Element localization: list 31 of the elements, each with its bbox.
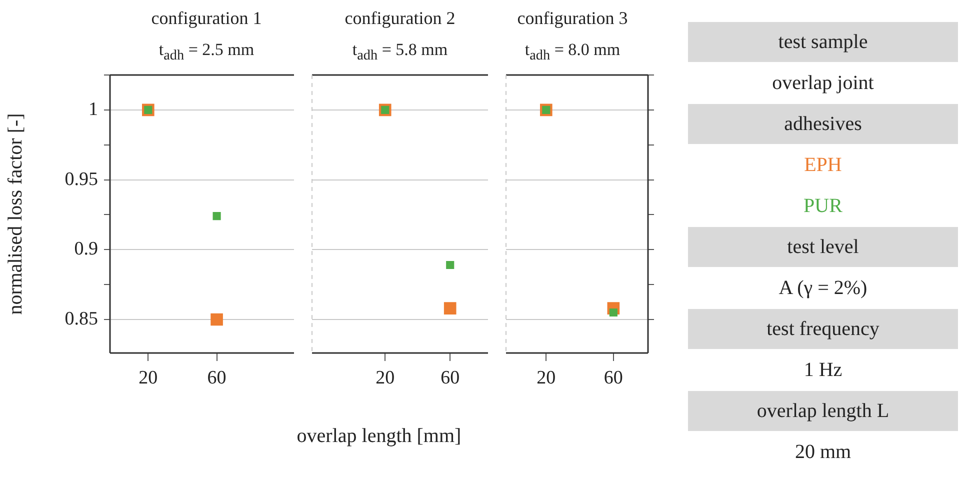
x-tick-label: 20 [536,367,556,388]
y-tick-label: 0.85 [64,308,98,330]
x-tick-label: 60 [207,367,226,388]
text: EPH [804,154,842,176]
x-axis-title: overlap length [mm] [296,425,462,448]
chart-title: configuration 1 [150,8,263,29]
point [212,212,221,220]
chart-subtitle: t$_{adh}$ = 8.0 mm [524,40,622,64]
chart-title: configuration 2 [344,8,456,29]
x-tick-label: 60 [604,367,623,388]
text: overlap joint [771,71,875,96]
text: test frequency [688,309,958,349]
text: 20 mm [794,440,852,465]
y-tick-label: 1 [88,98,98,120]
y-axis-title: normalised loss factor [-] [4,113,26,315]
chart-subtitle: t$_{adh}$ = 2.5 mm [158,40,256,64]
text: test level [688,227,958,267]
text: test sample [688,22,958,62]
y-tick-label: 0.95 [64,168,98,190]
chart-subtitle: t$_{adh}$ = 5.8 mm [351,40,449,64]
text: overlap length L [688,391,958,431]
text: 1 Hz [802,358,844,383]
x-tick-label: 60 [440,367,460,388]
text: PUR [804,195,842,217]
point [210,313,223,326]
x-tick-label: 20 [138,367,158,388]
text: A (γ = 2%) [778,276,868,301]
chart-title: configuration 3 [516,8,629,29]
text: adhesives [688,104,958,144]
y-tick-label: 0.9 [74,238,98,260]
x-tick-label: 20 [376,367,395,388]
